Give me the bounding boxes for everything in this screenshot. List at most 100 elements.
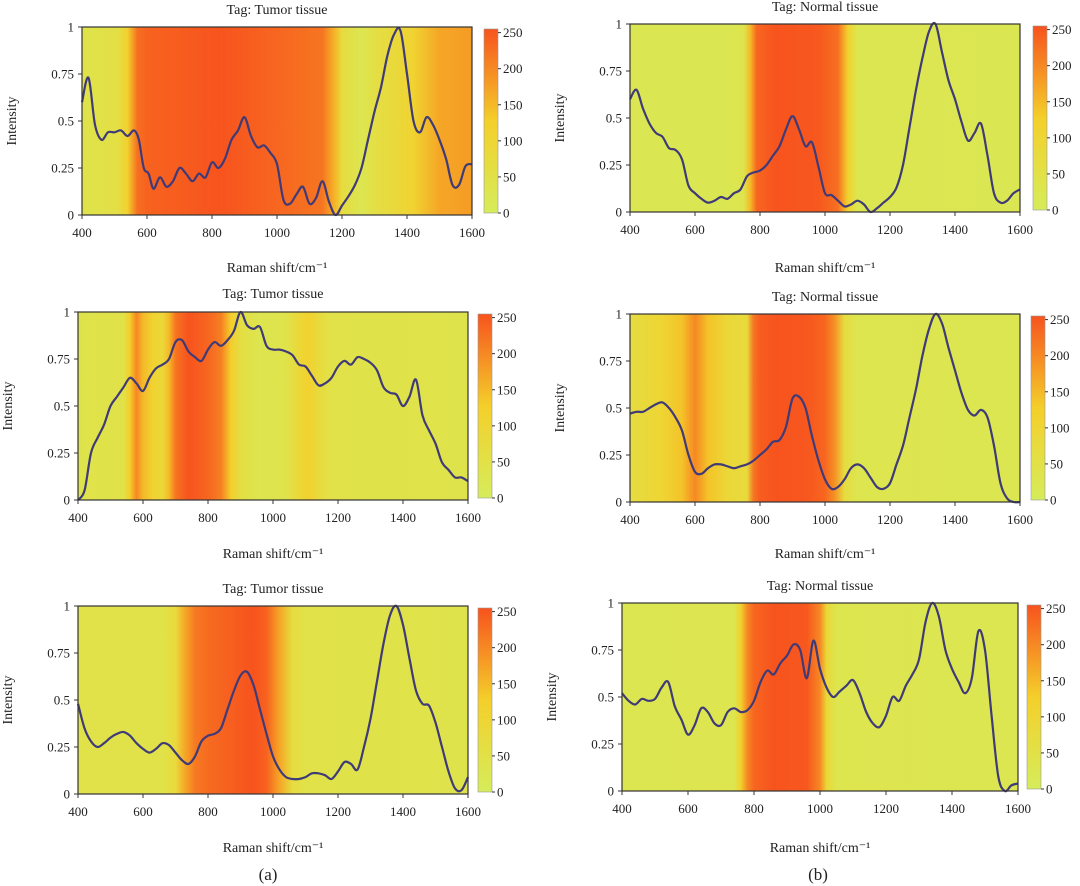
- x-tick-label: 600: [133, 804, 153, 819]
- x-tick-label: 400: [620, 222, 640, 237]
- colorbar-tick-label: 0: [1052, 203, 1059, 218]
- colorbar-tick-label: 150: [503, 97, 523, 112]
- colorbar-tick-label: 50: [503, 169, 516, 184]
- caption-b: (b): [808, 865, 828, 884]
- spectrum-line: [629, 21, 1021, 214]
- y-tick-label: 0.5: [58, 114, 74, 129]
- colorbar: [477, 313, 493, 499]
- x-tick-label: 1400: [390, 804, 416, 819]
- x-tick-label: 1200: [873, 801, 899, 816]
- colorbar-tick-label: 0: [497, 785, 504, 800]
- heatmap-background: [82, 27, 472, 215]
- colorbar-tick-label: 250: [497, 310, 517, 325]
- x-tick-label: 800: [198, 804, 218, 819]
- colorbar-tick-label: 200: [1046, 637, 1066, 652]
- y-tick-label: 1: [616, 307, 623, 322]
- x-tick-label: 1400: [394, 225, 420, 240]
- y-tick-label: 0.5: [606, 401, 622, 416]
- x-tick-label: 600: [685, 512, 705, 527]
- chart-title: Tag: Normal tissue: [767, 579, 873, 594]
- x-axis-label: Raman shift/cm⁻¹: [770, 841, 871, 856]
- x-tick-label: 400: [68, 804, 88, 819]
- colorbar-tick-label: 100: [1052, 130, 1072, 145]
- y-tick-label: 0.75: [599, 354, 622, 369]
- y-axis-label: Intensity: [553, 384, 568, 433]
- y-tick-label: 0.25: [51, 161, 74, 176]
- y-tick-label: 0.5: [606, 111, 622, 126]
- y-axis-label: Intensity: [1, 382, 16, 431]
- colorbar-tick-label: 0: [1046, 782, 1053, 797]
- colorbar-tick-label: 200: [1052, 58, 1072, 73]
- y-tick-label: 0.25: [47, 740, 70, 755]
- colorbar-tick-label: 50: [1052, 166, 1065, 181]
- colorbar-tick-label: 50: [1050, 456, 1063, 471]
- x-tick-label: 800: [198, 510, 218, 525]
- y-tick-label: 0.75: [47, 646, 70, 661]
- y-tick-label: 1: [608, 596, 615, 611]
- chart-title: Tag: Normal tissue: [772, 0, 878, 15]
- x-tick-label: 1200: [325, 804, 351, 819]
- x-tick-label: 600: [133, 510, 153, 525]
- x-tick-label: 1600: [455, 510, 481, 525]
- x-tick-label: 600: [685, 222, 705, 237]
- y-tick-label: 0.25: [599, 158, 622, 173]
- x-tick-label: 1600: [1005, 801, 1031, 816]
- x-tick-label: 1400: [939, 801, 965, 816]
- x-tick-label: 400: [72, 225, 92, 240]
- colorbar-tick-label: 200: [497, 346, 517, 361]
- spectrum-line: [80, 26, 473, 217]
- chart-panel-a3: 400 600 800 1000 1200 1400 160000.250.50.751Ta…: [1, 582, 517, 856]
- x-tick-label: 800: [744, 801, 764, 816]
- colorbar-tick-label: 100: [497, 712, 517, 727]
- colorbar-tick-label: 150: [497, 382, 517, 397]
- x-axis-label: Raman shift/cm⁻¹: [775, 547, 876, 562]
- y-tick-label: 0.75: [591, 643, 614, 658]
- y-tick-label: 0.25: [599, 448, 622, 463]
- colorbar-tick-label: 100: [503, 133, 523, 148]
- caption-a: (a): [259, 865, 278, 884]
- chart-title: Tag: Tumor tissue: [223, 582, 324, 597]
- x-axis-label: Raman shift/cm⁻¹: [775, 261, 876, 276]
- chart-title: Tag: Tumor tissue: [223, 287, 324, 302]
- y-tick-label: 0.75: [47, 352, 70, 367]
- spectrum-line: [621, 601, 1019, 793]
- colorbar: [483, 28, 499, 214]
- y-tick-label: 0.25: [591, 737, 614, 752]
- colorbar-tick-label: 100: [1046, 709, 1066, 724]
- heatmap-background: [630, 314, 1020, 502]
- y-axis-label: Intensity: [545, 673, 560, 722]
- colorbar-tick-label: 100: [1050, 420, 1070, 435]
- x-tick-label: 1200: [877, 222, 903, 237]
- spectrum-line: [629, 312, 1021, 504]
- x-axis-label: Raman shift/cm⁻¹: [227, 261, 328, 276]
- y-tick-label: 0: [608, 784, 615, 799]
- colorbar: [1030, 315, 1046, 501]
- x-tick-label: 1000: [260, 804, 286, 819]
- x-tick-label: 400: [612, 801, 632, 816]
- y-tick-label: 1: [64, 599, 71, 614]
- y-tick-label: 0.5: [598, 690, 614, 705]
- x-tick-label: 1200: [329, 225, 355, 240]
- y-tick-label: 0.75: [599, 64, 622, 79]
- heatmap-background: [622, 603, 1018, 791]
- colorbar-tick-label: 50: [497, 454, 510, 469]
- colorbar-tick-label: 150: [1050, 384, 1070, 399]
- colorbar-tick-label: 250: [1046, 601, 1066, 616]
- spectrum-line: [76, 604, 469, 793]
- y-tick-label: 0: [68, 208, 75, 223]
- x-tick-label: 1600: [1007, 222, 1033, 237]
- y-tick-label: 1: [68, 20, 75, 35]
- y-tick-label: 1: [64, 305, 71, 320]
- colorbar-tick-label: 0: [503, 206, 510, 221]
- x-tick-label: 1000: [807, 801, 833, 816]
- y-tick-label: 0.75: [51, 67, 74, 82]
- y-tick-label: 0: [64, 787, 71, 802]
- colorbar-tick-label: 250: [497, 604, 517, 619]
- y-tick-label: 0.5: [54, 693, 70, 708]
- chart-panel-a1: 400 600 800 1000 1200 1400 160000.250.50.751Ta…: [5, 3, 523, 276]
- colorbar: [477, 607, 493, 793]
- x-tick-label: 600: [137, 225, 157, 240]
- x-tick-label: 1400: [942, 512, 968, 527]
- colorbar-tick-label: 0: [497, 491, 504, 506]
- heatmap-background: [78, 606, 468, 794]
